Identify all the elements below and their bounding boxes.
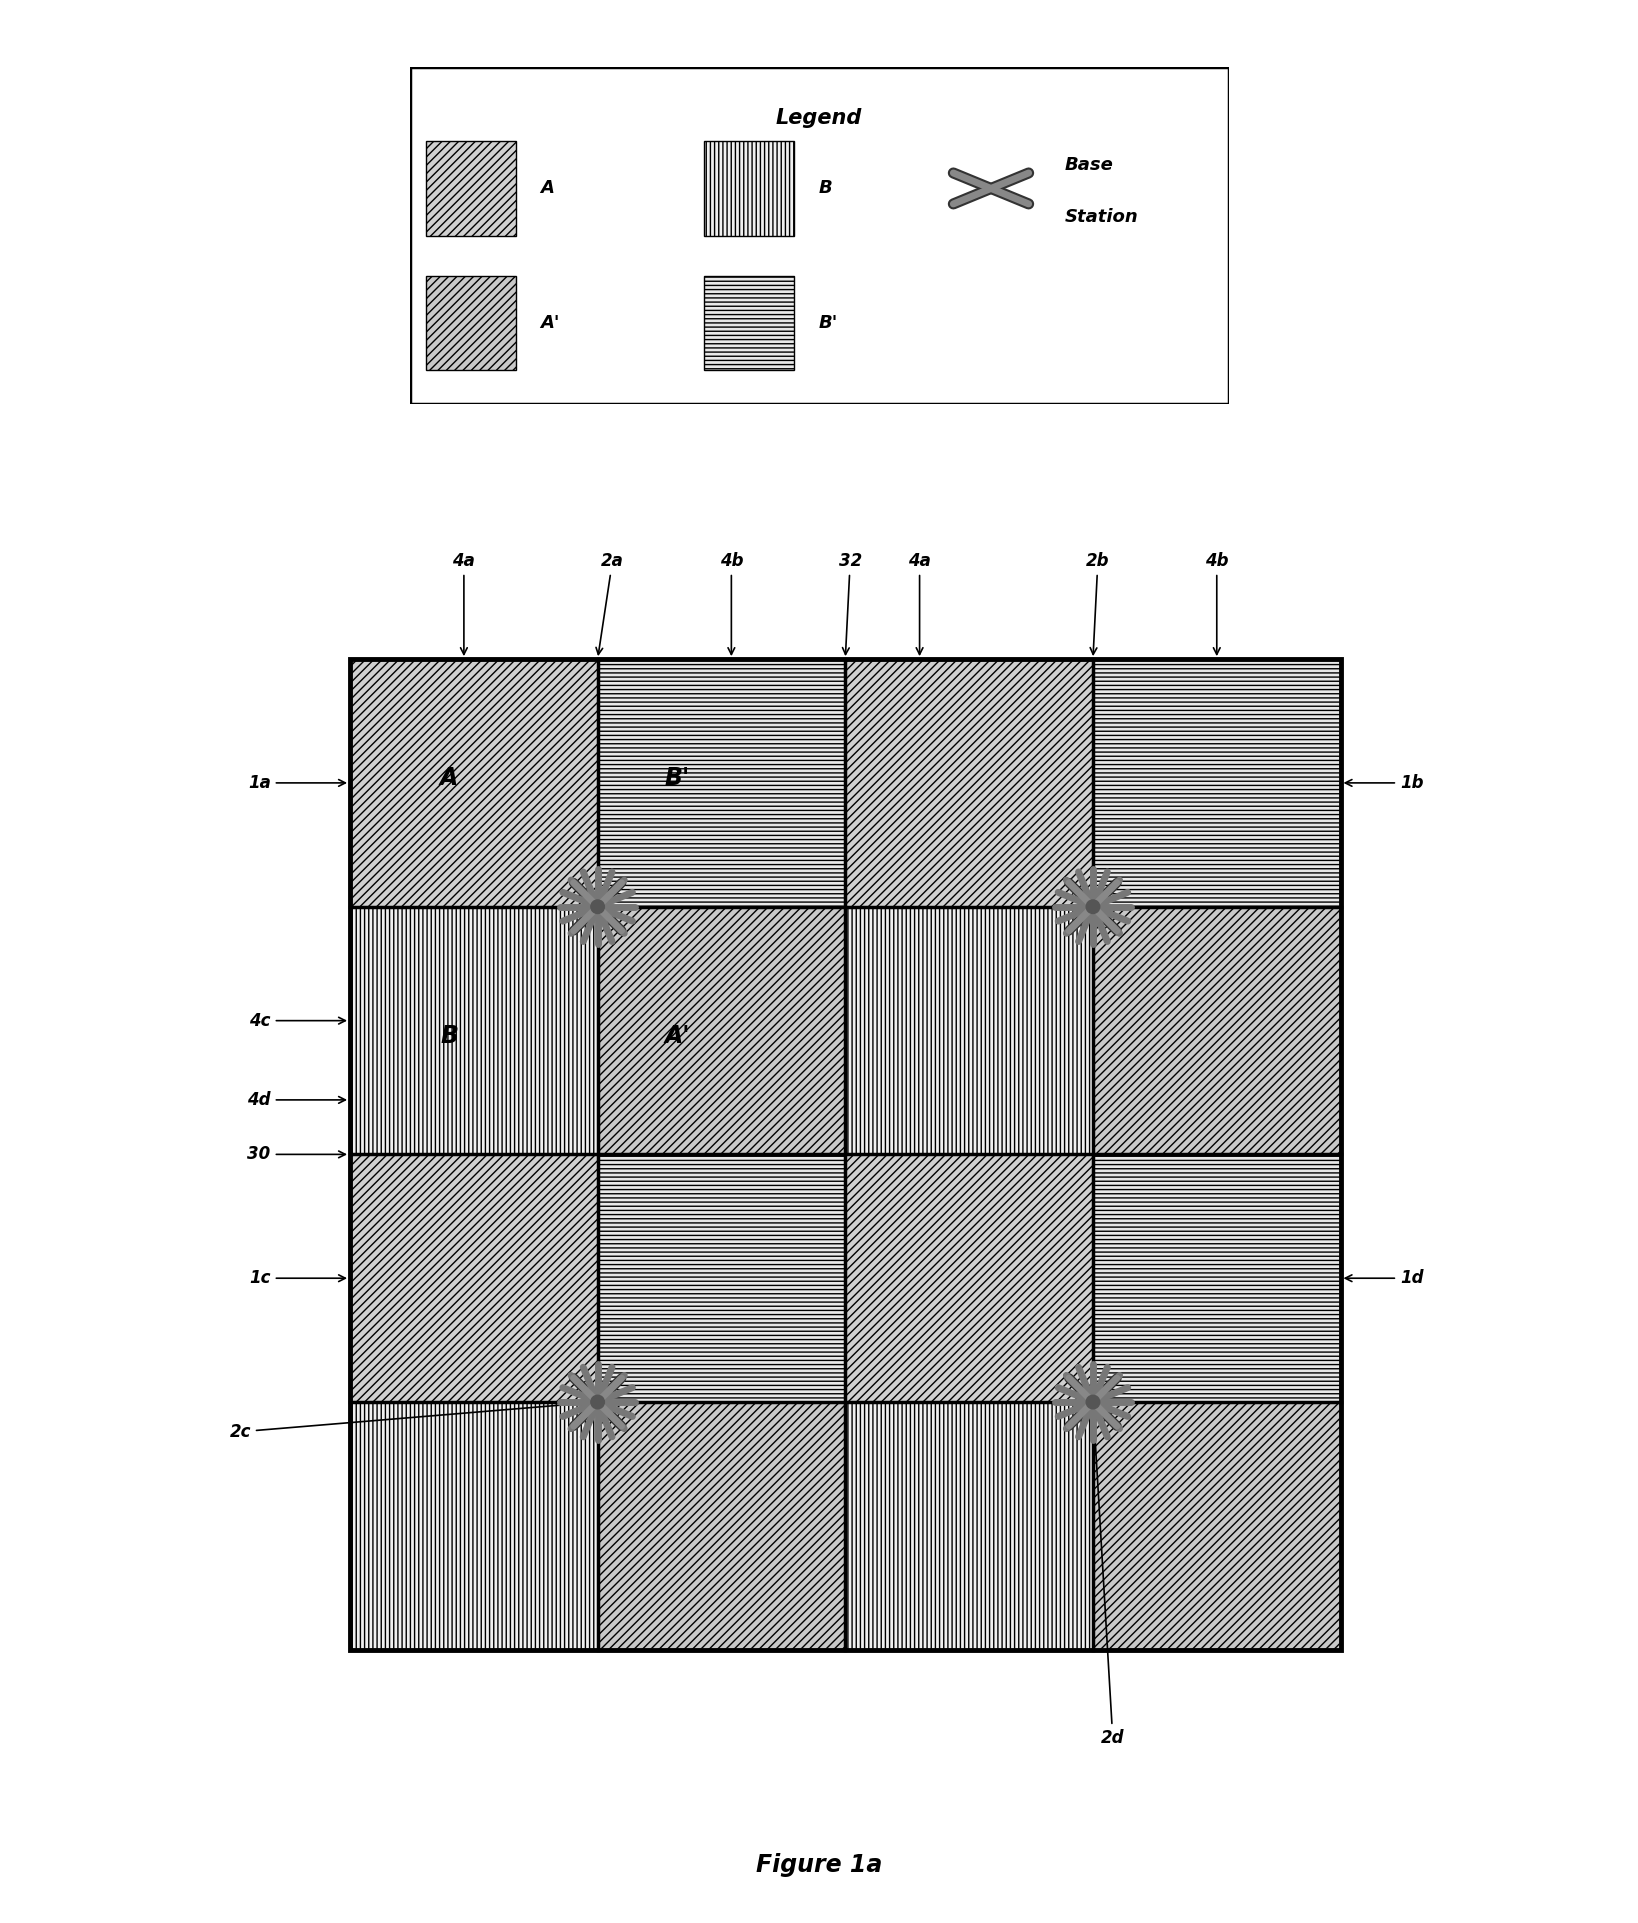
Text: 1d: 1d: [1345, 1269, 1423, 1286]
Text: 2a: 2a: [596, 552, 624, 654]
Text: A: A: [541, 179, 554, 198]
Text: Figure 1a: Figure 1a: [755, 1854, 883, 1877]
Bar: [1093, 1154, 1340, 1402]
Circle shape: [1086, 1396, 1099, 1410]
Bar: [351, 1154, 598, 1402]
Text: 1c: 1c: [249, 1269, 346, 1286]
Bar: [704, 140, 794, 235]
Text: 2b: 2b: [1086, 552, 1109, 654]
Text: B': B': [819, 313, 839, 333]
Bar: [426, 140, 516, 235]
Bar: [1093, 1402, 1340, 1650]
Text: A: A: [441, 765, 459, 790]
Bar: [845, 1402, 1093, 1650]
Text: B': B': [665, 765, 690, 790]
Bar: [704, 275, 794, 369]
Bar: [845, 908, 1093, 1154]
Text: 4d: 4d: [247, 1090, 346, 1110]
Text: Base: Base: [1065, 156, 1114, 173]
Text: 4a: 4a: [452, 552, 475, 654]
Text: 2d: 2d: [1091, 1406, 1125, 1746]
Bar: [426, 275, 516, 369]
Bar: [1093, 660, 1340, 908]
Circle shape: [1086, 900, 1099, 913]
Bar: [845, 660, 1093, 908]
Text: 2c: 2c: [229, 1400, 593, 1440]
Bar: [351, 660, 1340, 1650]
Text: 4a: 4a: [907, 552, 930, 654]
Text: 30: 30: [247, 1146, 346, 1163]
Bar: [351, 908, 598, 1154]
Bar: [598, 908, 845, 1154]
Text: B: B: [441, 1023, 459, 1048]
Text: 4c: 4c: [249, 1011, 346, 1029]
Text: Legend: Legend: [776, 108, 862, 127]
Text: Station: Station: [1065, 208, 1138, 225]
Text: 1b: 1b: [1345, 773, 1423, 792]
Bar: [351, 1402, 598, 1650]
Bar: [351, 660, 598, 908]
Text: B: B: [819, 179, 832, 198]
Bar: [598, 660, 845, 908]
Circle shape: [591, 1396, 604, 1410]
Bar: [598, 1154, 845, 1402]
Circle shape: [591, 900, 604, 913]
Text: 4b: 4b: [719, 552, 744, 654]
Text: 1a: 1a: [247, 773, 346, 792]
Text: 32: 32: [839, 552, 862, 654]
Bar: [1093, 908, 1340, 1154]
Bar: [845, 1154, 1093, 1402]
Bar: [598, 1402, 845, 1650]
Text: A': A': [541, 313, 560, 333]
Text: 4b: 4b: [1206, 552, 1228, 654]
Text: A': A': [663, 1023, 690, 1048]
